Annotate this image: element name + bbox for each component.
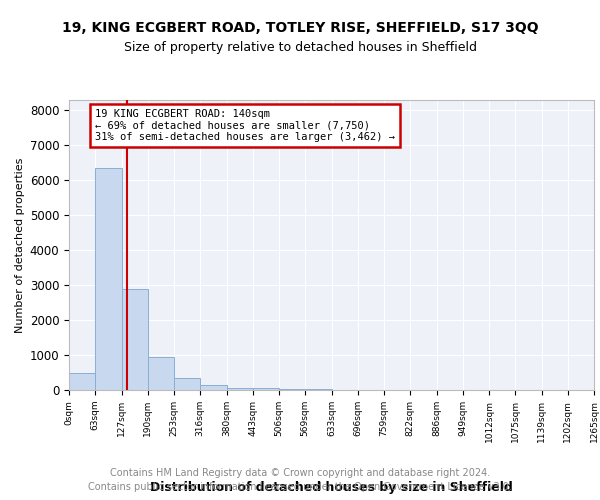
Y-axis label: Number of detached properties: Number of detached properties (16, 158, 25, 332)
Bar (279, 389, 305, 390)
Text: 19 KING ECGBERT ROAD: 140sqm
← 69% of detached houses are smaller (7,750)
31% of: 19 KING ECGBERT ROAD: 140sqm ← 69% of de… (95, 108, 395, 142)
Text: Contains HM Land Registry data © Crown copyright and database right 2024.: Contains HM Land Registry data © Crown c… (110, 468, 490, 477)
Bar (122, 288, 148, 390)
Bar (200, 385, 227, 390)
Bar (95, 168, 122, 390)
Bar (253, 388, 279, 390)
Text: Size of property relative to detached houses in Sheffield: Size of property relative to detached ho… (124, 41, 476, 54)
Text: Contains public sector information licensed under the Open Government Licence v3: Contains public sector information licen… (88, 482, 512, 492)
Bar (174, 378, 200, 390)
Bar (69, 372, 95, 390)
Bar (227, 388, 253, 390)
Text: 19, KING ECGBERT ROAD, TOTLEY RISE, SHEFFIELD, S17 3QQ: 19, KING ECGBERT ROAD, TOTLEY RISE, SHEF… (62, 20, 538, 34)
Bar (148, 357, 174, 390)
X-axis label: Distribution of detached houses by size in Sheffield: Distribution of detached houses by size … (150, 480, 513, 494)
